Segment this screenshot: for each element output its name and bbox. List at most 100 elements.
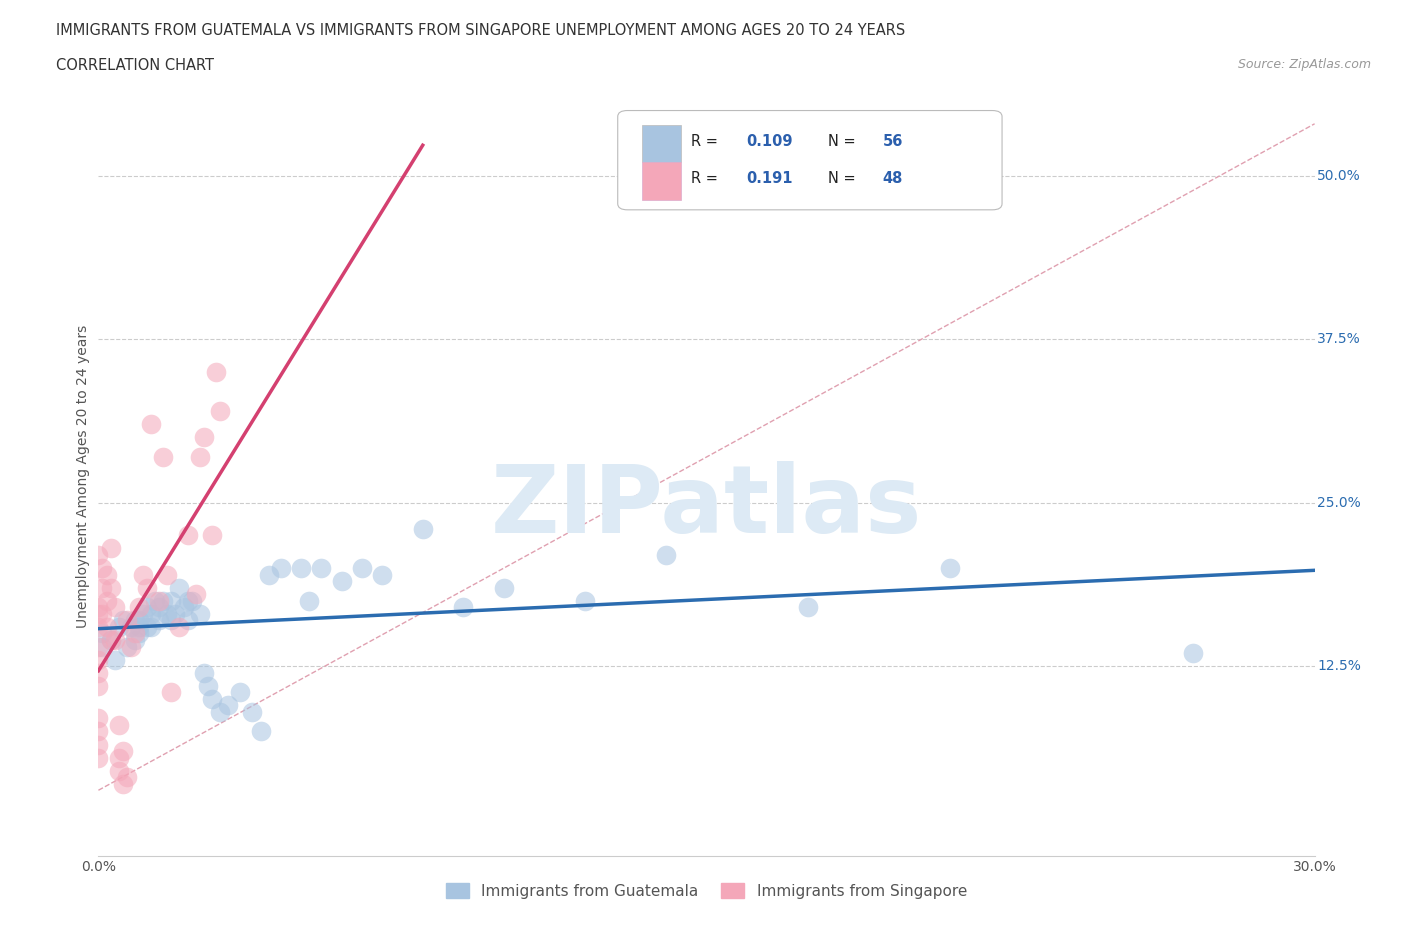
Point <box>350 561 373 576</box>
Point <box>87 724 110 739</box>
Point <box>242 704 264 719</box>
Point <box>176 528 198 543</box>
Point <box>111 744 134 759</box>
Point <box>152 449 174 464</box>
Point <box>156 606 179 621</box>
Point <box>160 613 183 628</box>
Point <box>111 613 134 628</box>
Point <box>87 665 110 680</box>
Point <box>139 417 162 432</box>
Text: 0.191: 0.191 <box>747 171 793 186</box>
Point <box>87 678 110 693</box>
Text: 48: 48 <box>883 171 903 186</box>
Point <box>136 580 159 595</box>
Text: 0.109: 0.109 <box>747 134 793 149</box>
Point <box>91 606 114 621</box>
Point <box>100 632 122 647</box>
Point <box>87 737 110 752</box>
Point <box>197 678 219 693</box>
Point <box>128 600 150 615</box>
Point <box>160 684 183 699</box>
Point <box>120 639 142 654</box>
Point <box>249 724 271 739</box>
Point <box>371 567 394 582</box>
Point <box>298 593 321 608</box>
Point <box>128 613 150 628</box>
Point <box>124 632 146 647</box>
Y-axis label: Unemployment Among Ages 20 to 24 years: Unemployment Among Ages 20 to 24 years <box>76 325 90 629</box>
Point <box>330 574 353 589</box>
Point <box>184 587 207 602</box>
Text: 25.0%: 25.0% <box>1317 496 1361 510</box>
Point <box>169 619 191 634</box>
Text: R =: R = <box>690 171 723 186</box>
Point <box>156 567 179 582</box>
Point <box>290 561 312 576</box>
Point <box>209 404 232 418</box>
Point <box>201 691 224 706</box>
Point <box>96 567 118 582</box>
Point <box>87 751 110 765</box>
Point <box>176 593 198 608</box>
Point <box>87 711 110 725</box>
Point <box>492 580 515 595</box>
Point <box>1182 645 1205 660</box>
Point <box>193 665 215 680</box>
Text: N =: N = <box>828 171 860 186</box>
Point <box>139 606 162 621</box>
Point <box>91 580 114 595</box>
Point <box>270 561 292 576</box>
Point <box>104 600 127 615</box>
Point <box>229 684 252 699</box>
Point <box>96 593 118 608</box>
Point <box>939 561 962 576</box>
Point <box>311 561 333 576</box>
Point <box>128 626 150 641</box>
FancyBboxPatch shape <box>643 162 681 200</box>
Point <box>111 777 134 791</box>
Point <box>96 619 118 634</box>
Point <box>205 365 228 379</box>
Point <box>115 613 138 628</box>
Point <box>91 561 114 576</box>
Point <box>217 698 239 712</box>
Point <box>87 652 110 667</box>
Point <box>176 613 198 628</box>
Point <box>132 567 155 582</box>
Point <box>193 430 215 445</box>
Point <box>257 567 280 582</box>
Point <box>91 639 114 654</box>
Point <box>797 600 820 615</box>
Point <box>115 770 138 785</box>
Point <box>87 600 110 615</box>
Text: ZIPatlas: ZIPatlas <box>491 461 922 553</box>
Point <box>100 580 122 595</box>
Text: Source: ZipAtlas.com: Source: ZipAtlas.com <box>1237 58 1371 71</box>
Point <box>104 652 127 667</box>
Point <box>165 606 187 621</box>
Point <box>148 600 170 615</box>
Point <box>136 619 159 634</box>
Point <box>148 593 170 608</box>
Point <box>412 522 434 537</box>
Point <box>87 548 110 563</box>
Point <box>128 619 150 634</box>
Point <box>188 449 211 464</box>
FancyBboxPatch shape <box>643 125 681 163</box>
Point <box>115 639 138 654</box>
Point <box>180 593 202 608</box>
Point <box>87 619 110 634</box>
Point <box>169 580 191 595</box>
Point <box>160 593 183 608</box>
Text: 56: 56 <box>883 134 903 149</box>
Text: N =: N = <box>828 134 860 149</box>
FancyBboxPatch shape <box>617 111 1002 210</box>
Point <box>148 613 170 628</box>
Point <box>173 600 195 615</box>
Text: 12.5%: 12.5% <box>1317 659 1361 673</box>
Text: IMMIGRANTS FROM GUATEMALA VS IMMIGRANTS FROM SINGAPORE UNEMPLOYMENT AMONG AGES 2: IMMIGRANTS FROM GUATEMALA VS IMMIGRANTS … <box>56 23 905 38</box>
Point <box>107 751 129 765</box>
Point <box>574 593 596 608</box>
Point <box>188 606 211 621</box>
Text: 50.0%: 50.0% <box>1317 169 1361 183</box>
